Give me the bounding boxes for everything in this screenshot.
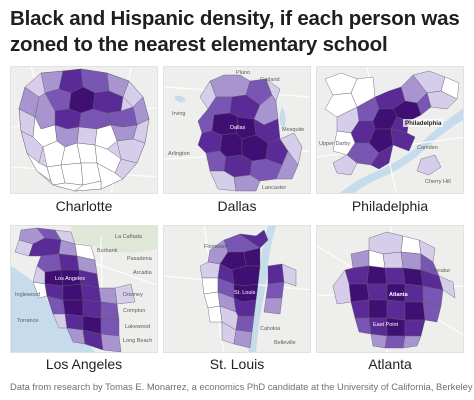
dallas-label-lancaster: Lancaster: [262, 185, 286, 191]
dallas-label-dallas: Dallas: [230, 125, 246, 131]
atlanta-map-graphic: Atlanta East Point Decatur: [317, 226, 463, 352]
map-philadelphia: Philadelphia Upper Darby Camden Cherry H…: [316, 66, 464, 194]
map-los-angeles: La Cañada Burbank Pasadena Los Angeles A…: [10, 225, 158, 353]
los-angeles-map-graphic: La Cañada Burbank Pasadena Los Angeles A…: [11, 226, 157, 352]
la-label-long-beach: Long Beach: [123, 338, 152, 344]
map-dallas: Plano Garland Irving Mesquite Dallas Arl…: [163, 66, 311, 194]
la-label-los-angeles: Los Angeles: [55, 276, 85, 282]
dallas-label-irving: Irving: [172, 111, 185, 117]
philadelphia-label-city: Philadelphia: [405, 120, 442, 127]
la-label-downey: Downey: [123, 292, 143, 298]
atlanta-label-city: Atlanta: [389, 292, 409, 298]
city-label-charlotte: Charlotte: [55, 198, 113, 214]
title-line-2: zoned to the nearest elementary school: [10, 33, 388, 56]
dallas-map-graphic: Plano Garland Irving Mesquite Dallas Arl…: [164, 67, 310, 193]
st-louis-map-graphic: Florissant St. Louis Cahokia Belleville: [164, 226, 310, 352]
stl-label-cahokia: Cahokia: [260, 326, 281, 332]
city-label-dallas: Dallas: [217, 198, 257, 214]
city-label-st-louis: St. Louis: [209, 356, 265, 372]
city-label-atlanta: Atlanta: [368, 356, 412, 372]
la-label-torrance: Torrance: [17, 318, 38, 324]
atlanta-label-east-point: East Point: [373, 322, 399, 328]
title-line-1: Black and Hispanic density, if each pers…: [10, 7, 460, 30]
dallas-label-garland: Garland: [260, 77, 280, 83]
source-credit: Data from research by Tomas E. Monarrez,…: [10, 381, 473, 392]
dallas-label-plano: Plano: [236, 70, 250, 76]
dallas-label-arlington: Arlington: [168, 151, 190, 157]
la-label-arcadia: Arcadia: [133, 270, 153, 276]
philadelphia-map-graphic: Philadelphia Upper Darby Camden Cherry H…: [317, 67, 463, 193]
la-label-pasadena: Pasadena: [127, 256, 153, 262]
page-title: Black and Hispanic density, if each pers…: [10, 6, 465, 58]
map-st-louis: Florissant St. Louis Cahokia Belleville: [163, 225, 311, 353]
atlanta-label-decatur: Decatur: [431, 268, 450, 274]
map-atlanta: Atlanta East Point Decatur: [316, 225, 464, 353]
la-label-lakewood: Lakewood: [125, 324, 150, 330]
la-label-la-canada: La Cañada: [115, 234, 143, 240]
city-label-los-angeles: Los Angeles: [45, 356, 123, 372]
la-label-inglewood: Inglewood: [15, 292, 40, 298]
city-label-philadelphia: Philadelphia: [351, 198, 429, 214]
dallas-label-mesquite: Mesquite: [282, 127, 304, 133]
la-label-compton: Compton: [123, 308, 145, 314]
philadelphia-label-upper-darby: Upper Darby: [319, 141, 350, 147]
charlotte-map-graphic: [11, 67, 157, 193]
stl-label-st-louis: St. Louis: [234, 290, 256, 296]
la-label-burbank: Burbank: [97, 248, 118, 254]
stl-label-belleville: Belleville: [274, 340, 296, 346]
philadelphia-label-camden: Camden: [417, 145, 438, 151]
philadelphia-label-cherry-hill: Cherry Hill: [425, 179, 451, 185]
stl-label-florissant: Florissant: [204, 244, 228, 250]
map-charlotte: [10, 66, 158, 194]
